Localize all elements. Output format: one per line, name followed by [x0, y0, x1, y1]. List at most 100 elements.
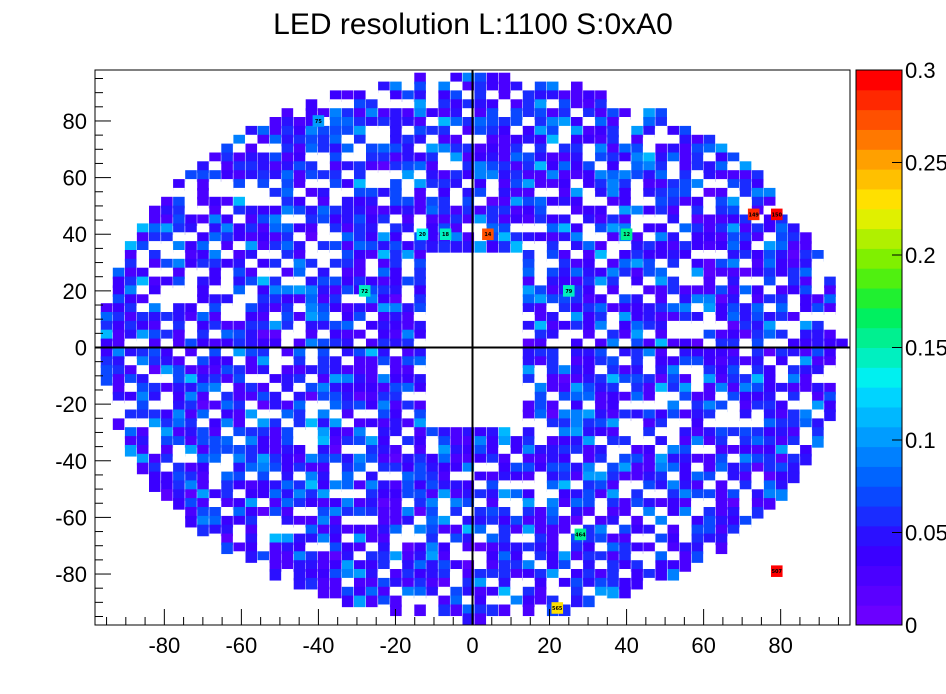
heatmap-cell [679, 560, 692, 572]
heatmap-cell [378, 533, 390, 546]
heatmap-cell [329, 241, 342, 253]
heatmap-cell [124, 285, 137, 297]
heatmap-cell [390, 90, 402, 102]
heatmap-cell [643, 577, 655, 590]
heatmap-cell [124, 382, 137, 395]
heatmap-cell [486, 542, 499, 555]
heatmap-cell [474, 81, 487, 94]
heatmap-cell [281, 285, 294, 297]
heatmap-cell [257, 480, 270, 492]
heatmap-cell [510, 569, 523, 581]
heatmap-cell [679, 498, 692, 510]
y-tick-label: 0 [75, 336, 87, 361]
heatmap-cell [522, 161, 535, 173]
heatmap-cell [281, 320, 294, 333]
heatmap-cell [691, 356, 704, 368]
heatmap-cell [571, 99, 583, 111]
heatmap-cell [776, 303, 788, 315]
heatmap-cell [667, 320, 680, 333]
heatmap-cell [679, 205, 692, 218]
heatmap-cell [341, 179, 354, 191]
heatmap-cell [438, 117, 450, 129]
heatmap-cell [631, 258, 643, 271]
heatmap-cell [257, 250, 270, 262]
heatmap-cell [354, 161, 366, 173]
heatmap-cell [209, 196, 221, 209]
heatmap-cell [703, 400, 716, 413]
heatmap-cell [486, 453, 499, 466]
heatmap-cell [293, 179, 306, 191]
heatmap-cell [824, 338, 836, 351]
heatmap-cell [426, 108, 438, 120]
heatmap-cell [510, 436, 523, 448]
heatmap-cell [558, 418, 571, 430]
heatmap-cell [414, 409, 426, 422]
heatmap-cell [185, 427, 197, 439]
heatmap-cell [655, 507, 667, 519]
heatmap-cell-highlight [771, 208, 783, 221]
heatmap-cell [390, 374, 402, 386]
heatmap-cell [534, 569, 547, 581]
heatmap-cell [607, 436, 619, 448]
heatmap-cell [727, 480, 740, 492]
heatmap-cell [534, 391, 547, 404]
heatmap-cell [390, 99, 402, 111]
heatmap-cell [739, 498, 752, 510]
heatmap-cell [426, 81, 438, 94]
heatmap-cell [426, 445, 438, 457]
heatmap-cell [498, 125, 511, 138]
heatmap-cell [510, 445, 523, 457]
heatmap-cell [341, 436, 354, 448]
heatmap-cell [739, 276, 752, 289]
heatmap-cell [607, 143, 619, 156]
heatmap-cell [462, 524, 475, 537]
heatmap-cell [366, 445, 378, 457]
heatmap-cell [486, 179, 499, 191]
heatmap-cell [498, 586, 511, 599]
heatmap-cell [486, 134, 499, 147]
heatmap-cell [558, 294, 571, 306]
heatmap-cell [402, 232, 414, 244]
heatmap-cell [378, 320, 390, 333]
heatmap-cell [269, 338, 282, 351]
heatmap-cell [546, 258, 559, 271]
heatmap-cell [534, 480, 547, 492]
heatmap-cell [390, 152, 402, 165]
heatmap-cell [221, 241, 233, 253]
heatmap-cell [257, 214, 270, 227]
heatmap-cell [269, 241, 282, 253]
heatmap-cell [498, 223, 511, 235]
heatmap-cell [667, 187, 680, 200]
heatmap-cell [510, 223, 523, 235]
heatmap-cell [498, 533, 511, 546]
heatmap-cell [209, 462, 221, 475]
heatmap-cell [691, 329, 704, 342]
heatmap-cell [534, 533, 547, 546]
heatmap-cell [402, 303, 414, 315]
heatmap-cell [534, 436, 547, 448]
heatmap-cell [619, 356, 631, 368]
heatmap-cell [703, 267, 716, 280]
heatmap-cell [546, 117, 559, 129]
heatmap-cell [824, 400, 836, 413]
heatmap-cell [462, 613, 475, 625]
heatmap-cell [354, 143, 366, 156]
heatmap-cell [245, 471, 258, 484]
heatmap-cell [643, 258, 655, 271]
heatmap-cell [414, 347, 426, 360]
heatmap-cell [667, 489, 680, 501]
heatmap-cell [293, 232, 306, 244]
heatmap-cell [691, 374, 704, 386]
heatmap-cell [197, 267, 209, 280]
heatmap-cell [763, 480, 776, 492]
heatmap-cell [522, 258, 535, 271]
heatmap-cell [558, 427, 571, 439]
heatmap-cell [317, 577, 330, 590]
heatmap-cell [510, 196, 523, 209]
heatmap-cell [691, 303, 704, 315]
heatmap-cell [619, 152, 631, 165]
heatmap-cell [474, 515, 487, 528]
heatmap-cell [173, 374, 185, 386]
colorbar-tick-label: 0 [905, 613, 917, 638]
heatmap-cell [281, 294, 294, 306]
